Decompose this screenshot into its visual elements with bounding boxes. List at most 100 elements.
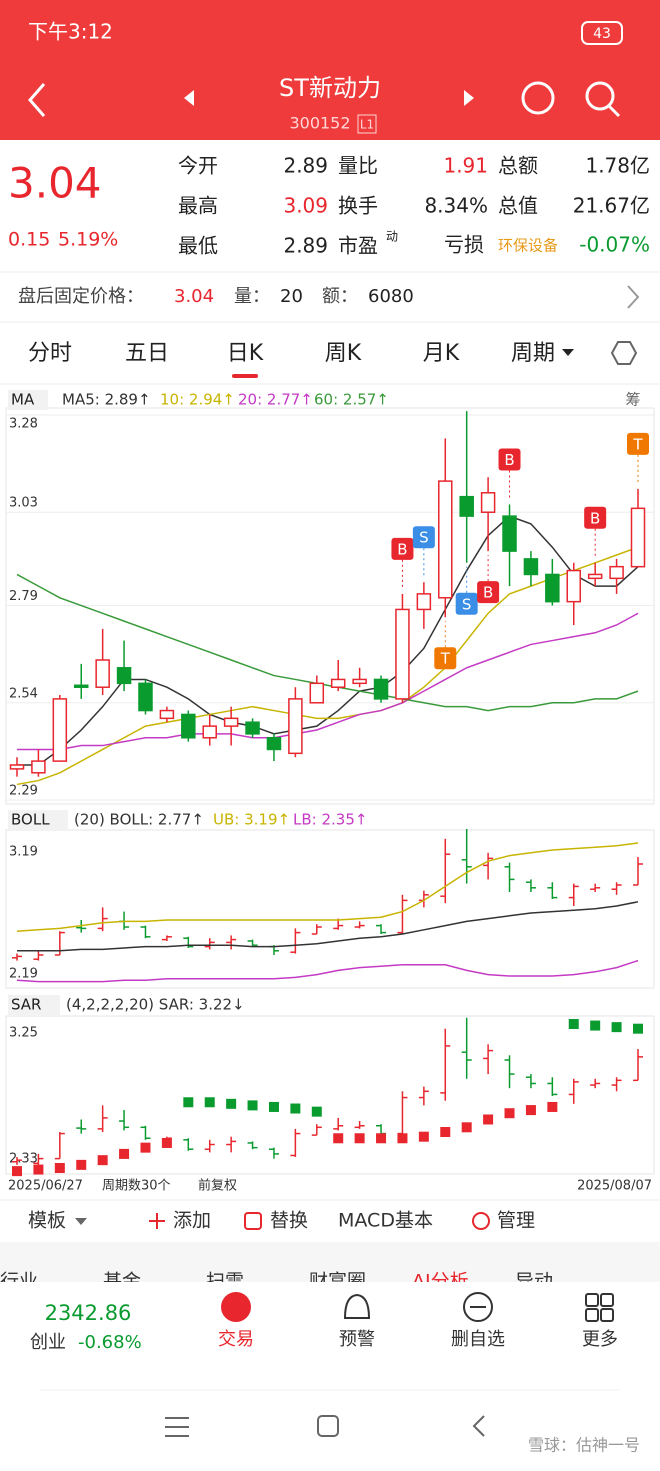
more-icon — [600, 1308, 614, 1322]
signal-box — [391, 537, 414, 560]
signal-label: T — [440, 650, 451, 668]
menu-key[interactable] — [165, 1417, 189, 1437]
nav-bg — [0, 1282, 660, 1372]
y-tick-label: 3.25 — [9, 1026, 38, 1041]
candle-body — [95, 659, 110, 688]
y-tick-label: 2.79 — [9, 589, 38, 604]
y-tick-label: 2.54 — [9, 686, 38, 701]
prev[interactable] — [184, 90, 194, 106]
tool[interactable]: 添加 — [173, 1210, 211, 1232]
settings-icon[interactable] — [610, 341, 638, 365]
back[interactable] — [28, 83, 46, 117]
candle-body — [330, 678, 346, 688]
next[interactable] — [464, 90, 474, 106]
kline-area: 3.28 3.03 2.79 2.54 2.29 3.19 2.19 3.25 2.33 MA MA… — [5, 390, 655, 1194]
signal-label: T — [632, 435, 643, 453]
nav: 交易 预警 删自选 更多 — [218, 1292, 618, 1350]
sar-dot — [247, 1100, 258, 1111]
quote-label: 今开 — [178, 154, 218, 178]
trade-icon — [221, 1292, 251, 1322]
signal-label: B — [397, 540, 407, 558]
tab[interactable]: 五日 — [125, 341, 169, 366]
candle-body — [288, 698, 303, 755]
legend-name: SAR — [11, 996, 41, 1014]
sar-dot — [525, 1105, 536, 1116]
sar-dot — [633, 1023, 643, 1034]
signal-box — [455, 592, 478, 615]
x-count: 周期数30个 — [102, 1179, 171, 1194]
nav-item[interactable]: 更多 — [582, 1329, 618, 1350]
sar-dot — [97, 1155, 108, 1166]
legend-name: MA — [11, 391, 35, 409]
avatar-icon[interactable] — [521, 81, 555, 115]
candle-body — [352, 678, 367, 685]
sector-change: -0.07% — [579, 233, 650, 257]
sar-dot — [611, 1022, 622, 1033]
sar-dot — [54, 1163, 65, 1173]
tool[interactable]: 模板 — [28, 1210, 66, 1232]
sar-dot — [590, 1020, 601, 1031]
tab[interactable]: 分时 — [28, 341, 72, 366]
candle-body — [502, 515, 517, 552]
quote-label: 总额 — [498, 154, 538, 178]
dropdown — [562, 349, 574, 356]
index-name: 创业 — [30, 1332, 66, 1353]
y-tick-label: 3.03 — [9, 496, 38, 511]
sar-dot — [183, 1097, 194, 1108]
tab[interactable]: 月K — [423, 341, 460, 366]
boll-lb — [16, 959, 639, 983]
ah-label: 盘后固定价格： — [18, 286, 144, 307]
candle-body — [459, 495, 474, 517]
candle-body — [73, 684, 89, 688]
candle-body — [587, 573, 603, 580]
sar-dot — [311, 1106, 322, 1117]
legend-chip-text: 筹 — [625, 391, 640, 409]
candle-body — [9, 764, 25, 770]
tool[interactable]: MACD基本 — [338, 1210, 433, 1232]
ma-line — [16, 546, 639, 786]
quote-label: 市盈 — [338, 234, 378, 258]
quote-label: 总值 — [498, 194, 538, 218]
battery-level: 43 — [593, 26, 611, 42]
stock-name: ST新动力 — [279, 74, 381, 102]
header-bg — [0, 0, 660, 140]
nav-item[interactable]: 交易 — [218, 1329, 254, 1350]
candle-body — [245, 721, 260, 735]
candle-body — [566, 569, 582, 603]
chevron[interactable] — [627, 285, 640, 309]
signal-label: B — [504, 451, 514, 469]
sar-dot — [376, 1133, 387, 1144]
swap-icon — [244, 1212, 262, 1230]
status-time: 下午3:12 — [28, 20, 113, 44]
tool[interactable]: 管理 — [497, 1210, 535, 1232]
plus-icon — [149, 1213, 165, 1229]
nav-item[interactable]: 预警 — [339, 1329, 375, 1350]
tab[interactable]: 周K — [325, 341, 362, 366]
tab-underline — [232, 374, 258, 378]
tool[interactable]: 替换 — [270, 1210, 308, 1232]
quote-label: 最低 — [178, 234, 218, 258]
badge-box — [357, 114, 377, 134]
panel-frame — [5, 1015, 655, 1175]
candle-body — [545, 573, 560, 603]
tab[interactable]: 周期 — [511, 341, 555, 366]
quote-grid: 今开 2.89 最高 3.09 最低 2.89 量比 1.91 换手 8.34% 市盈 动 总额 1.78… — [178, 154, 650, 258]
legend-lb: LB: 2.35↑ — [293, 811, 367, 829]
home-key[interactable] — [317, 1415, 339, 1437]
back-key[interactable] — [472, 1415, 485, 1437]
strip-bg — [0, 1242, 660, 1282]
quote-value: 8.34% — [424, 194, 488, 218]
nav-item[interactable]: 删自选 — [451, 1329, 505, 1350]
candle-body — [480, 492, 496, 513]
search-icon[interactable] — [585, 81, 615, 111]
more-icon — [600, 1293, 614, 1307]
signal-label: B — [483, 584, 493, 602]
boll-ub — [16, 842, 639, 932]
y-tick-label: 2.29 — [9, 784, 38, 799]
ah-amt-label: 额： — [322, 286, 358, 307]
quote-value: 3.09 — [283, 194, 328, 218]
sar-dot — [119, 1148, 130, 1159]
signal-box — [498, 448, 521, 471]
tab[interactable]: 日K — [227, 341, 264, 366]
signal-box — [434, 647, 457, 670]
